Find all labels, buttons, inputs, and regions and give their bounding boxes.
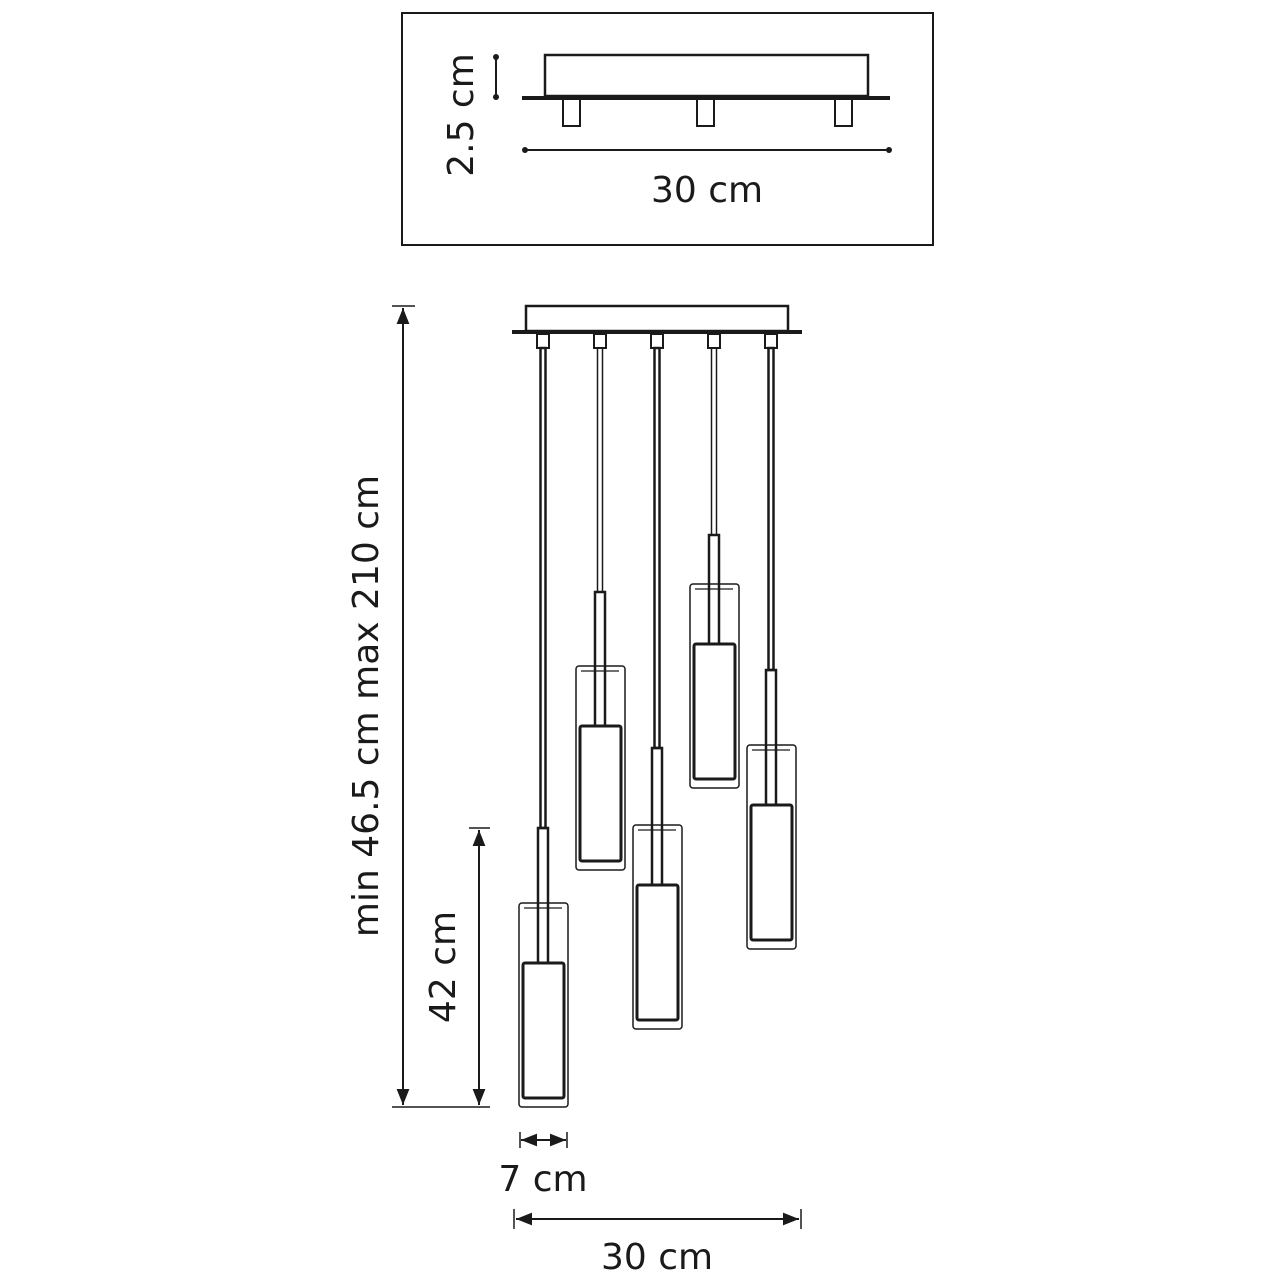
pendant-3 [632,333,683,1030]
rod [764,668,778,807]
glass-shade [632,824,683,1030]
shade-width-label: 7 cm [498,1159,587,1200]
socket [593,333,607,349]
inner-diffuser [749,803,794,942]
top-height-dimension [493,54,499,100]
total-height-label: min 46.5 cm max 210 cm [346,475,387,937]
rod [536,826,550,965]
rod [593,590,607,728]
pendant-2 [575,333,626,871]
socket [536,333,550,349]
shade-height-dimension [469,827,490,1105]
inner-diffuser [521,961,566,1100]
pendant-1 [518,333,569,1108]
top-width-dimension [522,147,892,153]
socket [707,333,721,349]
canopy [512,304,802,334]
shade-width-dimension [519,1132,568,1148]
cord [539,346,547,830]
socket [650,333,664,349]
pendants [518,333,797,1108]
canopy-top-view: 2.5 cm 30 cm [401,12,934,246]
glass-shade [518,902,569,1108]
pendant-4 [689,333,740,789]
overall-width-label: 30 cm [601,1237,713,1278]
inner-diffuser [635,883,680,1022]
total-height-dimension [392,305,490,1108]
cord [710,347,718,536]
inner-diffuser [578,724,623,863]
overall-width-dimension [513,1209,802,1229]
cord [653,346,661,750]
top-height-label: 2.5 cm [441,53,482,177]
glass-shade [746,744,797,950]
socket [764,333,778,349]
glass-shade [575,665,626,871]
inner-diffuser [692,642,737,781]
cord [596,347,604,593]
rod [650,746,664,887]
cord [767,346,775,672]
top-width-label: 30 cm [651,170,763,211]
shade-height-label: 42 cm [423,911,464,1023]
glass-shade [689,583,740,789]
pendant-5 [746,333,797,950]
